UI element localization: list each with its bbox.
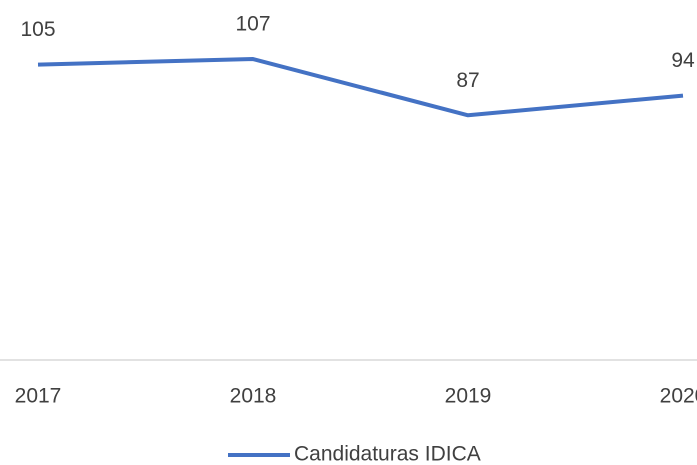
x-tick-label: 2017: [15, 385, 62, 408]
data-label: 94: [671, 49, 695, 72]
x-tick-label: 2020: [660, 385, 697, 408]
line: [37, 57, 684, 118]
x-tick-label: 2019: [445, 385, 492, 408]
data-label: 105: [20, 18, 55, 41]
data-label: 87: [456, 69, 479, 92]
legend-label: Candidaturas IDICA: [294, 443, 481, 465]
x-tick-label: 2018: [230, 385, 277, 408]
data-label: 107: [235, 13, 270, 36]
